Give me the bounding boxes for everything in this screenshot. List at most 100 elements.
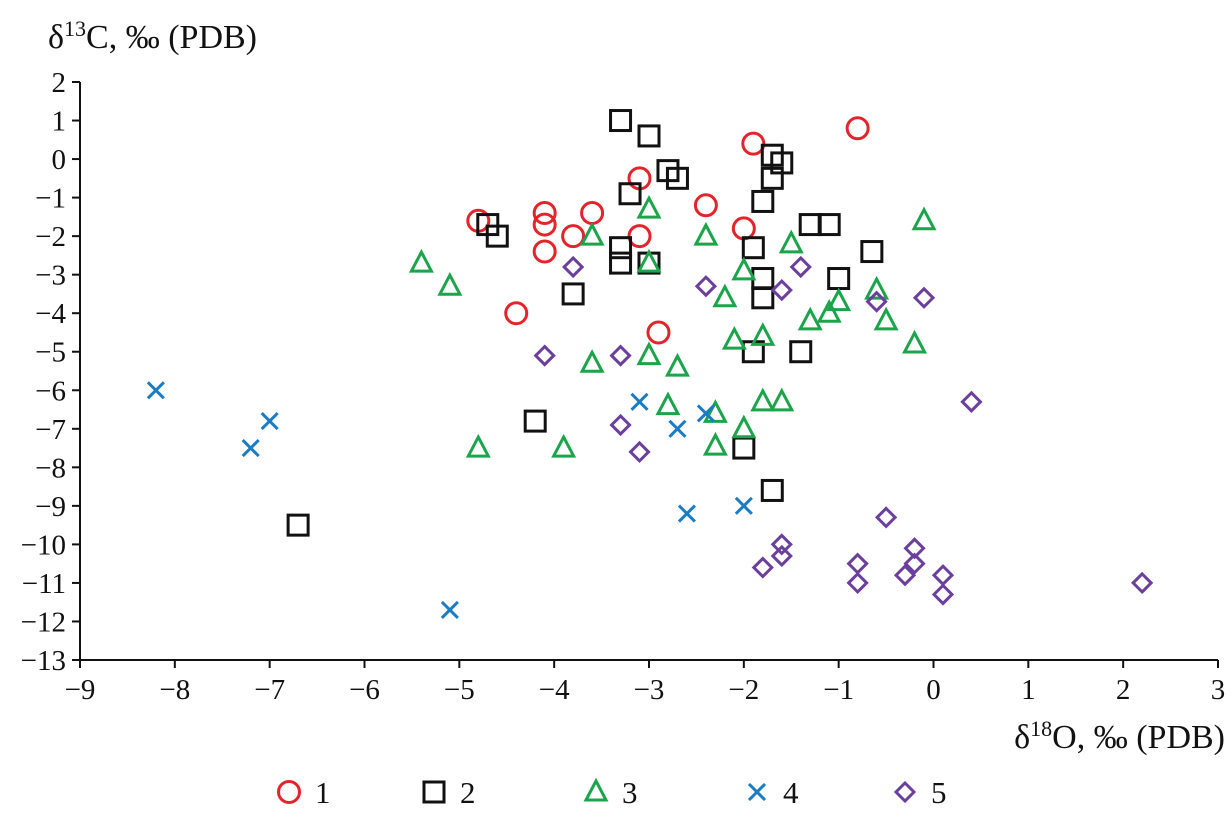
data-point-diamond xyxy=(789,255,812,279)
data-point-circle xyxy=(741,131,766,156)
data-point-square xyxy=(860,240,884,264)
legend-marker-diamond xyxy=(893,780,917,804)
data-point-square xyxy=(760,166,784,190)
data-point-circle xyxy=(504,301,529,326)
data-point-square xyxy=(732,436,756,460)
data-point-square xyxy=(561,282,585,306)
data-point-diamond xyxy=(770,544,793,568)
data-point-circle xyxy=(646,320,671,345)
data-point-x xyxy=(440,600,459,619)
data-point-square xyxy=(609,251,633,275)
data-point-square xyxy=(751,267,775,291)
legend-label: 5 xyxy=(931,775,947,810)
legend-marker-x xyxy=(747,782,767,802)
data-point-diamond xyxy=(865,290,888,313)
data-point-diamond xyxy=(694,275,718,298)
data-point-x xyxy=(668,419,687,438)
data-point-x xyxy=(696,404,715,423)
legend-label: 2 xyxy=(460,775,476,810)
x-tick-label: −4 xyxy=(539,674,570,706)
y-tick-label: −13 xyxy=(21,645,66,677)
x-tick-label: −1 xyxy=(823,674,854,706)
data-point-triangle xyxy=(769,387,795,412)
y-tick-label: −9 xyxy=(35,491,66,523)
data-point-square xyxy=(751,286,775,310)
data-point-triangle xyxy=(826,287,852,312)
y-tick-label: −7 xyxy=(35,414,66,446)
data-point-triangle xyxy=(702,399,728,423)
legend-label: 4 xyxy=(783,775,799,810)
data-point-triangle xyxy=(636,248,662,273)
y-tick-label: −4 xyxy=(35,298,66,330)
x-tick-label: 0 xyxy=(926,674,941,706)
x-tick-label: 2 xyxy=(1116,674,1131,706)
data-point-triangle xyxy=(579,221,605,246)
data-point-triangle xyxy=(731,414,757,439)
data-point-square xyxy=(618,182,642,206)
legend-item-4: 4 xyxy=(747,775,799,810)
data-point-square xyxy=(609,109,633,133)
data-point-circle xyxy=(532,201,557,226)
data-point-circle xyxy=(845,116,870,141)
data-point-triangle xyxy=(721,325,747,350)
data-point-diamond xyxy=(562,255,585,279)
data-point-diamond xyxy=(903,552,926,575)
data-point-diamond xyxy=(874,506,898,529)
y-tick-label: −10 xyxy=(21,529,66,561)
y-tick-label: −12 xyxy=(21,606,66,638)
y-tick-label: −6 xyxy=(35,375,66,407)
data-point-diamond xyxy=(893,564,917,587)
data-point-triangle xyxy=(465,433,491,458)
y-tick-label: −2 xyxy=(35,221,66,253)
series-4 xyxy=(146,381,753,619)
data-point-diamond xyxy=(609,413,632,437)
y-tick-label: −8 xyxy=(35,452,66,484)
x-tick-label: −5 xyxy=(444,674,475,706)
legend-marker-circle xyxy=(277,780,301,804)
y-axis-title: δ13C, ‰ (PDB) xyxy=(48,16,257,56)
legend: 1 2 3 4 5 xyxy=(277,775,947,810)
data-point-square xyxy=(485,224,509,248)
x-tick-label: −7 xyxy=(254,674,285,706)
data-point-square xyxy=(741,236,765,260)
data-point-triangle xyxy=(750,387,776,412)
data-point-triangle xyxy=(750,322,776,346)
data-point-triangle xyxy=(437,272,463,296)
data-point-diamond xyxy=(912,286,936,309)
x-axis-title: δ18O, ‰ (PDB) xyxy=(1014,716,1225,756)
data-point-diamond xyxy=(931,564,955,587)
data-point-triangle xyxy=(408,248,434,273)
data-point-diamond xyxy=(770,278,793,302)
data-point-diamond xyxy=(903,537,926,560)
data-point-diamond xyxy=(751,556,774,579)
y-tick-label: −1 xyxy=(35,183,66,215)
data-point-square xyxy=(751,189,775,213)
data-point-triangle xyxy=(693,221,719,246)
data-point-x xyxy=(146,381,165,400)
data-point-circle xyxy=(532,239,557,264)
data-point-circle xyxy=(693,193,718,218)
y-tick-label: 1 xyxy=(52,106,67,138)
data-point-circle xyxy=(561,224,586,249)
data-point-diamond xyxy=(931,583,955,606)
data-point-triangle xyxy=(797,306,823,331)
legend-item-2: 2 xyxy=(422,775,476,810)
data-point-triangle xyxy=(655,391,681,416)
legend-marker-triangle xyxy=(583,777,609,802)
y-tick-label: −3 xyxy=(35,260,66,292)
data-point-diamond xyxy=(609,344,632,367)
x-tick-label: −2 xyxy=(728,674,759,706)
data-point-triangle xyxy=(664,352,690,377)
legend-label: 1 xyxy=(315,775,331,810)
data-point-triangle xyxy=(702,431,728,456)
data-point-x xyxy=(677,504,696,523)
y-tick-label: 0 xyxy=(52,144,67,176)
data-point-triangle xyxy=(911,206,937,231)
data-point-triangle xyxy=(579,349,605,373)
data-point-square xyxy=(609,236,633,260)
data-point-square xyxy=(637,124,661,148)
x-tick-label: −6 xyxy=(349,674,380,706)
data-point-diamond xyxy=(846,552,869,575)
series-2 xyxy=(286,109,884,537)
